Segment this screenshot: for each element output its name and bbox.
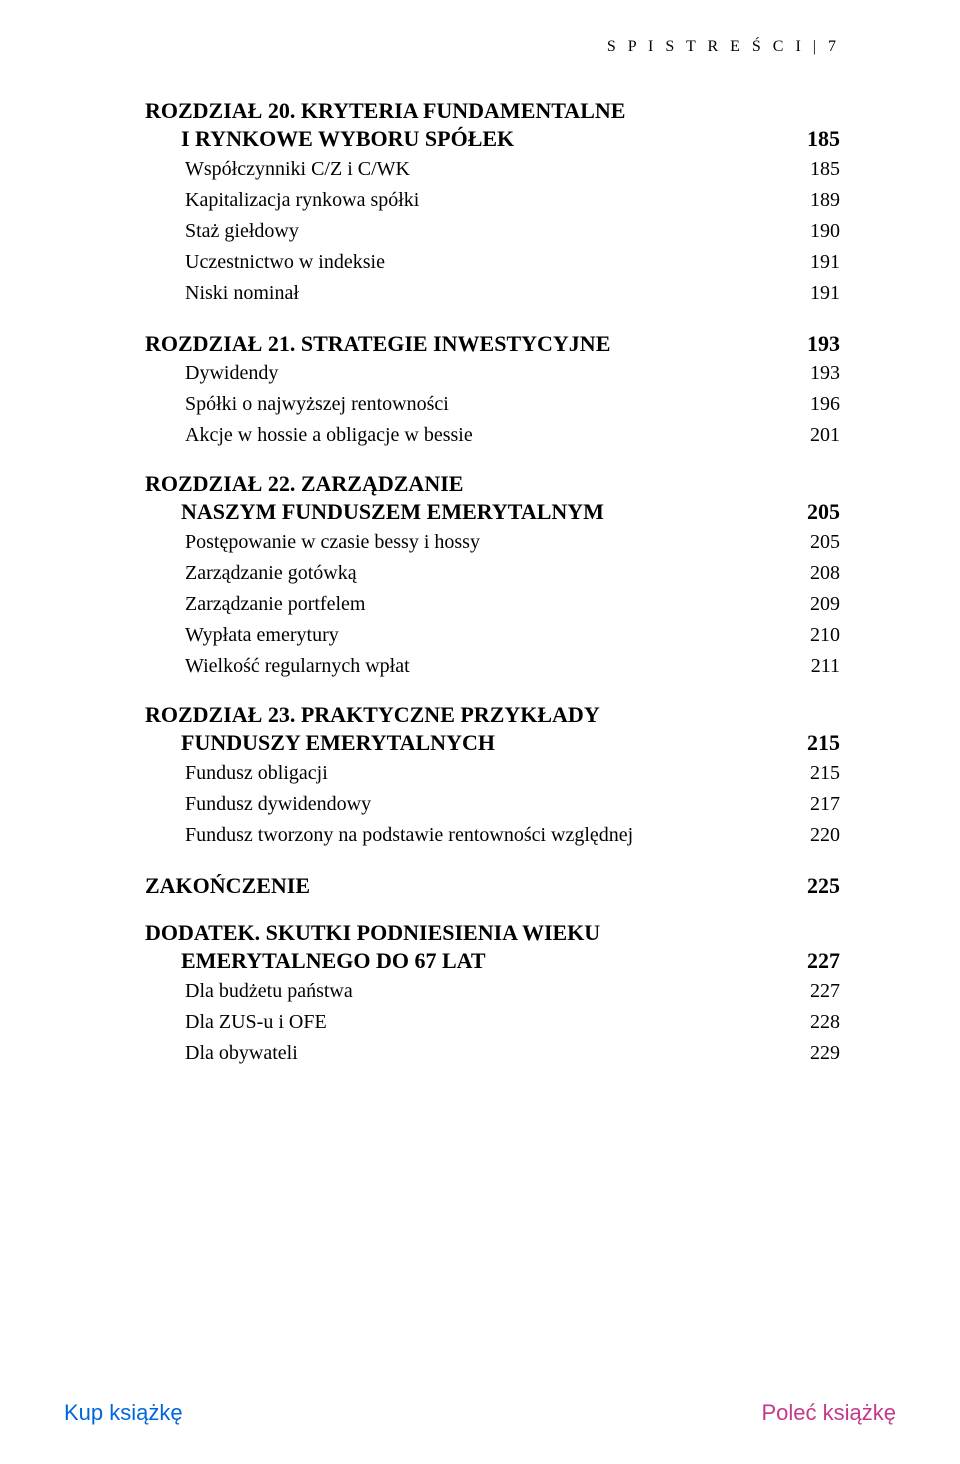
toc-chapter-20: ROZDZIAŁ 20. KRYTERIA FUNDAMENTALNE I RY… — [145, 98, 840, 309]
sub-text: Spółki o najwyższej rentowności — [185, 389, 449, 420]
toc-sub-item: Zarządzanie portfelem 209 — [145, 589, 840, 620]
chapter-title-line1: ROZDZIAŁ 22. ZARZĄDZANIE — [145, 471, 840, 497]
footer-links: Kup książkę Poleć książkę — [0, 1400, 960, 1426]
sub-page: 189 — [810, 185, 840, 216]
recommend-book-link[interactable]: Poleć książkę — [761, 1400, 896, 1426]
toc-chapter-23: ROZDZIAŁ 23. PRAKTYCZNE PRZYKŁADY FUNDUS… — [145, 702, 840, 851]
sub-page: 185 — [810, 154, 840, 185]
chapter-title-line2: EMERYTALNEGO DO 67 LAT — [145, 946, 486, 976]
sub-text: Fundusz tworzony na podstawie rentownośc… — [185, 820, 633, 851]
toc-sub-item: Współczynniki C/Z i C/WK 185 — [145, 154, 840, 185]
sub-page: 220 — [810, 820, 840, 851]
toc-sub-item: Wypłata emerytury 210 — [145, 620, 840, 651]
sub-page: 201 — [810, 420, 840, 451]
toc-sub-item: Niski nominał 191 — [145, 278, 840, 309]
sub-text: Dla obywateli — [185, 1038, 298, 1069]
sub-page: 209 — [810, 589, 840, 620]
sub-page: 227 — [810, 976, 840, 1007]
sub-page: 229 — [810, 1038, 840, 1069]
toc-sub-item: Dywidendy 193 — [145, 358, 840, 389]
sub-page: 210 — [810, 620, 840, 651]
sub-text: Niski nominał — [185, 278, 299, 309]
chapter-title-line1: DODATEK. SKUTKI PODNIESIENIA WIEKU — [145, 920, 840, 946]
toc-zakonczenie: ZAKOŃCZENIE 225 — [145, 871, 840, 901]
sub-page: 191 — [810, 278, 840, 309]
toc-sub-item: Wielkość regularnych wpłat 211 — [145, 651, 840, 682]
sub-text: Dywidendy — [185, 358, 278, 389]
toc-sub-item: Akcje w hossie a obligacje w bessie 201 — [145, 420, 840, 451]
sub-text: Dla budżetu państwa — [185, 976, 353, 1007]
toc-sub-item: Dla budżetu państwa 227 — [145, 976, 840, 1007]
chapter-title: ROZDZIAŁ 21. STRATEGIE INWESTYCYJNE — [145, 329, 610, 359]
toc-sub-item: Uczestnictwo w indeksie 191 — [145, 247, 840, 278]
sub-page: 191 — [810, 247, 840, 278]
sub-page: 215 — [810, 758, 840, 789]
toc-sub-item: Fundusz obligacji 215 — [145, 758, 840, 789]
chapter-title: ZAKOŃCZENIE — [145, 871, 310, 901]
sub-text: Fundusz dywidendowy — [185, 789, 371, 820]
sub-text: Akcje w hossie a obligacje w bessie — [185, 420, 473, 451]
sub-page: 217 — [810, 789, 840, 820]
toc-chapter-22: ROZDZIAŁ 22. ZARZĄDZANIE NASZYM FUNDUSZE… — [145, 471, 840, 682]
sub-text: Kapitalizacja rynkowa spółki — [185, 185, 419, 216]
toc-sub-item: Staż giełdowy 190 — [145, 216, 840, 247]
sub-text: Staż giełdowy — [185, 216, 299, 247]
toc-dodatek: DODATEK. SKUTKI PODNIESIENIA WIEKU EMERY… — [145, 920, 840, 1069]
chapter-title-line2: FUNDUSZY EMERYTALNYCH — [145, 728, 495, 758]
sub-text: Postępowanie w czasie bessy i hossy — [185, 527, 480, 558]
toc-chapter-21: ROZDZIAŁ 21. STRATEGIE INWESTYCYJNE 193 … — [145, 329, 840, 452]
sub-page: 190 — [810, 216, 840, 247]
toc-sub-item: Dla obywateli 229 — [145, 1038, 840, 1069]
sub-page: 211 — [811, 651, 840, 682]
chapter-title-line2: NASZYM FUNDUSZEM EMERYTALNYM — [145, 497, 604, 527]
toc-sub-item: Fundusz tworzony na podstawie rentownośc… — [145, 820, 840, 851]
chapter-page: 205 — [807, 499, 840, 525]
buy-book-link[interactable]: Kup książkę — [64, 1400, 183, 1426]
sub-text: Zarządzanie gotówką — [185, 558, 357, 589]
chapter-page: 185 — [807, 126, 840, 152]
toc-sub-item: Spółki o najwyższej rentowności 196 — [145, 389, 840, 420]
sub-page: 196 — [810, 389, 840, 420]
chapter-page: 215 — [807, 730, 840, 756]
chapter-title-line1: ROZDZIAŁ 23. PRAKTYCZNE PRZYKŁADY — [145, 702, 840, 728]
page: S P I S T R E Ś C I | 7 ROZDZIAŁ 20. KRY… — [0, 0, 960, 1069]
sub-text: Zarządzanie portfelem — [185, 589, 365, 620]
toc-sub-item: Postępowanie w czasie bessy i hossy 205 — [145, 527, 840, 558]
running-head: S P I S T R E Ś C I | 7 — [145, 38, 840, 56]
chapter-page: 227 — [807, 948, 840, 974]
sub-page: 228 — [810, 1007, 840, 1038]
sub-text: Współczynniki C/Z i C/WK — [185, 154, 410, 185]
chapter-page: 225 — [807, 873, 840, 899]
sub-page: 205 — [810, 527, 840, 558]
sub-page: 208 — [810, 558, 840, 589]
toc-sub-item: Fundusz dywidendowy 217 — [145, 789, 840, 820]
sub-text: Wypłata emerytury — [185, 620, 339, 651]
sub-text: Uczestnictwo w indeksie — [185, 247, 385, 278]
chapter-title-line2: I RYNKOWE WYBORU SPÓŁEK — [145, 124, 514, 154]
toc-sub-item: Kapitalizacja rynkowa spółki 189 — [145, 185, 840, 216]
sub-text: Dla ZUS-u i OFE — [185, 1007, 327, 1038]
sub-text: Fundusz obligacji — [185, 758, 328, 789]
sub-text: Wielkość regularnych wpłat — [185, 651, 410, 682]
chapter-page: 193 — [807, 331, 840, 357]
toc-sub-item: Dla ZUS-u i OFE 228 — [145, 1007, 840, 1038]
sub-page: 193 — [810, 358, 840, 389]
chapter-title-line1: ROZDZIAŁ 20. KRYTERIA FUNDAMENTALNE — [145, 98, 840, 124]
toc-sub-item: Zarządzanie gotówką 208 — [145, 558, 840, 589]
